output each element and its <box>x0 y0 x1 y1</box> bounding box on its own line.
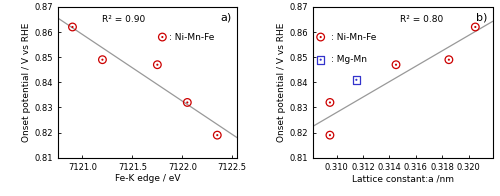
Point <box>326 134 334 137</box>
Point <box>184 101 192 104</box>
X-axis label: Lattice constant:a /nm: Lattice constant:a /nm <box>352 174 454 183</box>
Point <box>68 25 76 29</box>
Point <box>472 25 480 29</box>
Point <box>68 25 76 29</box>
Point <box>316 35 324 39</box>
X-axis label: Fe-K edge / eV: Fe-K edge / eV <box>114 174 180 183</box>
Point <box>392 63 400 66</box>
Point <box>316 58 324 61</box>
Text: b): b) <box>476 13 487 23</box>
Point <box>326 101 334 104</box>
Text: R² = 0.80: R² = 0.80 <box>400 15 443 24</box>
Y-axis label: Onset potential / V vs RHE: Onset potential / V vs RHE <box>278 23 286 142</box>
Text: a): a) <box>220 13 232 23</box>
Point <box>154 63 162 66</box>
Point <box>98 58 106 61</box>
Point <box>158 35 166 39</box>
Y-axis label: Onset potential / V vs RHE: Onset potential / V vs RHE <box>22 23 31 142</box>
Point <box>445 58 453 61</box>
Point <box>326 101 334 104</box>
Point <box>472 25 480 29</box>
Point <box>316 58 324 61</box>
Point <box>352 78 360 81</box>
Point <box>326 134 334 137</box>
Point <box>392 63 400 66</box>
Point <box>214 134 222 137</box>
Point <box>158 35 166 39</box>
Text: : Mg-Mn: : Mg-Mn <box>332 55 368 64</box>
Point <box>184 101 192 104</box>
Point <box>445 58 453 61</box>
Point <box>98 58 106 61</box>
Point <box>154 63 162 66</box>
Point <box>352 78 360 81</box>
Point <box>316 35 324 39</box>
Text: : Ni-Mn-Fe: : Ni-Mn-Fe <box>332 33 376 42</box>
Text: : Ni-Mn-Fe: : Ni-Mn-Fe <box>170 33 214 42</box>
Text: R² = 0.90: R² = 0.90 <box>102 15 146 24</box>
Point <box>214 134 222 137</box>
